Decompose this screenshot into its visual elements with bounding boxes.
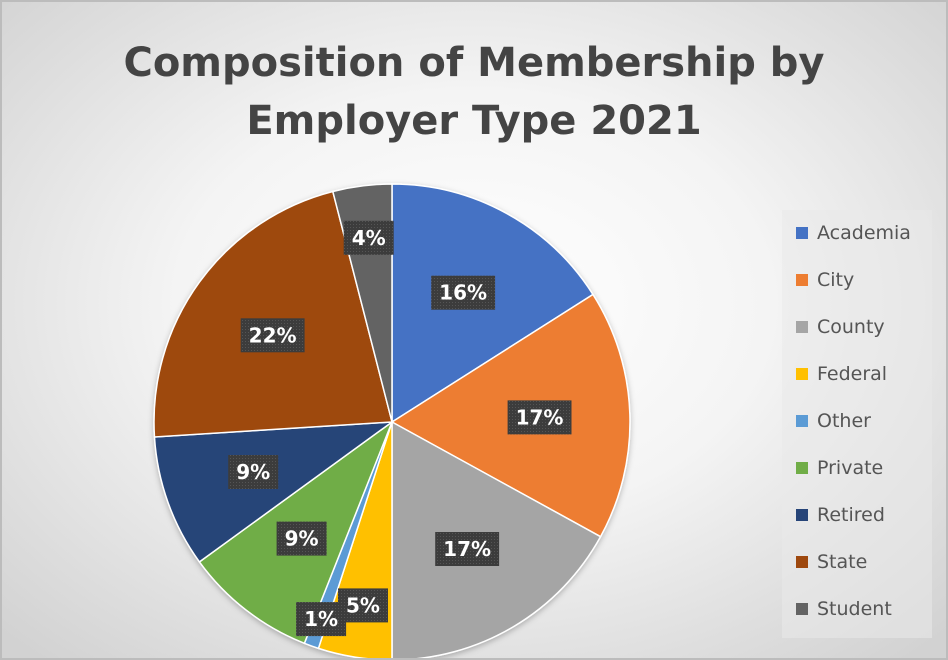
chart-title-line-1: Composition of Membership by	[123, 40, 825, 86]
data-label-box	[343, 220, 394, 255]
data-label-federal: 5%	[338, 588, 388, 623]
data-label-text: 9%	[285, 527, 319, 551]
legend-label: Other	[817, 410, 871, 432]
legend-item-retired: Retired	[796, 502, 885, 528]
data-label-retired: 9%	[228, 455, 279, 489]
legend-item-private: Private	[796, 455, 883, 481]
legend-label: County	[817, 316, 885, 338]
legend-swatch	[796, 509, 808, 521]
data-label-other: 1%	[296, 602, 347, 637]
legend-swatch	[796, 368, 808, 380]
data-label-text: 17%	[516, 405, 564, 429]
data-label-box	[507, 400, 572, 435]
data-label-box	[240, 318, 305, 353]
data-label-box	[296, 602, 347, 637]
data-label-private: 9%	[276, 521, 327, 556]
legend-label: Student	[817, 598, 892, 620]
data-label-box	[435, 532, 500, 566]
legend-item-federal: Federal	[796, 361, 887, 387]
data-label-box	[276, 521, 327, 556]
legend-swatch	[796, 227, 808, 239]
legend-swatch	[796, 321, 808, 333]
data-label-text: 4%	[352, 226, 386, 250]
legend-item-city: City	[796, 267, 854, 293]
data-label-text: 16%	[439, 281, 487, 305]
data-label-city: 17%	[507, 400, 572, 435]
legend-item-academia: Academia	[796, 220, 911, 246]
legend-label: Private	[817, 457, 884, 479]
legend-item-state: State	[796, 549, 867, 575]
legend-swatch	[796, 603, 808, 615]
data-label-box	[228, 455, 279, 489]
data-label-box	[431, 275, 496, 310]
legend-label: Academia	[817, 222, 911, 244]
legend-swatch	[796, 415, 808, 427]
legend-swatch	[796, 462, 808, 474]
data-label-box	[338, 588, 388, 623]
data-label-state: 22%	[240, 318, 305, 353]
legend-swatch	[796, 556, 808, 568]
legend: Academia City County Federal Other Private Ret…	[782, 210, 932, 638]
data-label-student: 4%	[343, 220, 394, 255]
chart-title: Composition of Membership by Employer Ty…	[2, 34, 946, 150]
legend-swatch	[796, 274, 808, 286]
legend-item-county: County	[796, 314, 885, 340]
legend-label: Retired	[817, 504, 885, 526]
data-label-text: 22%	[249, 323, 297, 347]
data-label-text: 5%	[346, 593, 380, 617]
data-label-text: 9%	[236, 460, 270, 484]
pie-slice-retired	[153, 421, 395, 563]
data-label-text: 17%	[443, 537, 491, 561]
legend-label: City	[817, 269, 855, 291]
legend-label: State	[817, 551, 868, 573]
data-label-academia: 16%	[431, 275, 496, 310]
chart-title-line-2: Employer Type 2021	[246, 98, 702, 144]
data-label-text: 1%	[304, 607, 338, 631]
legend-label: Federal	[817, 363, 888, 385]
data-label-county: 17%	[435, 532, 500, 566]
legend-item-student: Student	[796, 596, 892, 622]
legend-item-other: Other	[796, 408, 871, 434]
pie-slice-state	[153, 190, 393, 438]
